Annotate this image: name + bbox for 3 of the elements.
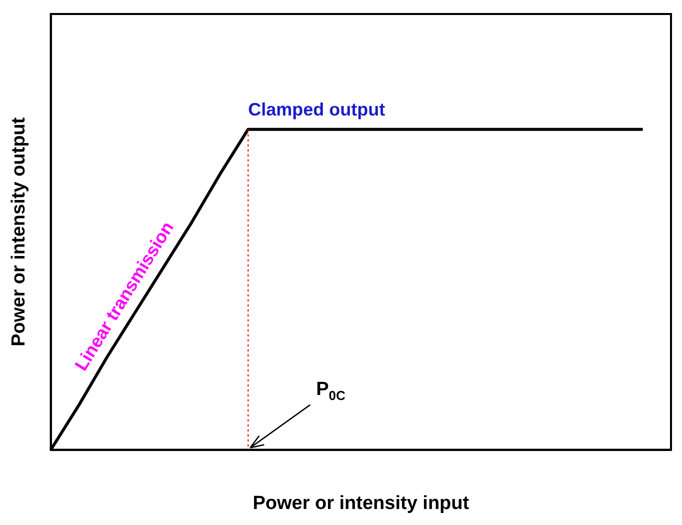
y-axis-title: Power or intensity output	[8, 116, 30, 346]
text: Clamped output	[248, 99, 386, 120]
x-axis-title: Power or intensity input	[252, 492, 470, 514]
